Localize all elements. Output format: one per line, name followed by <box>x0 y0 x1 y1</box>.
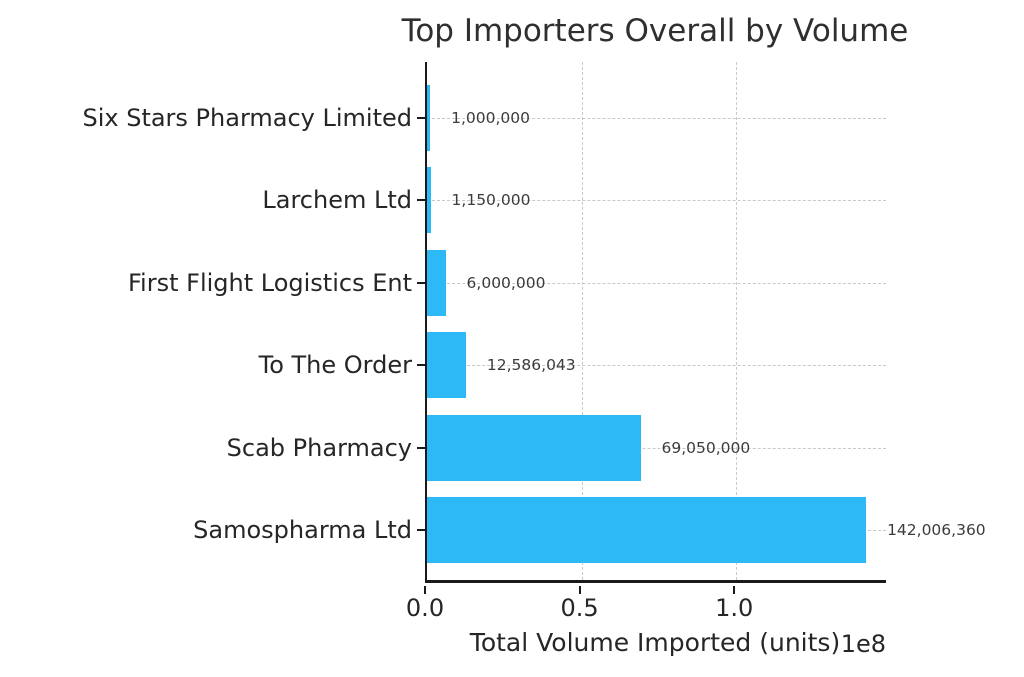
x-gridline <box>581 62 583 580</box>
category-label-six-stars-pharmacy-limited: Six Stars Pharmacy Limited <box>82 104 412 132</box>
x-tick-mark <box>578 586 581 594</box>
x-tick-mark <box>733 586 736 594</box>
category-label-larchem-ltd: Larchem Ltd <box>262 186 412 215</box>
axis-scale-offset-text: 1e8 <box>840 630 886 658</box>
x-gridline <box>736 62 738 580</box>
y-tick-mark <box>417 117 425 119</box>
y-tick-mark <box>417 529 425 531</box>
category-label-first-flight-logistics-ent: First Flight Logistics Ent <box>128 268 412 297</box>
y-gridline <box>427 282 886 284</box>
x-tick-label: 0.0 <box>405 594 445 622</box>
y-gridline <box>427 200 886 202</box>
y-gridline <box>427 118 886 119</box>
chart-title: Top Importers Overall by Volume <box>401 13 909 49</box>
bar-to-the-order <box>427 332 466 399</box>
bar-value-label: 142,006,360 <box>887 521 986 539</box>
bar-value-label: 1,000,000 <box>451 109 530 127</box>
category-label-to-the-order: To The Order <box>258 351 412 380</box>
y-gridline <box>427 447 886 449</box>
y-tick-mark <box>417 364 425 367</box>
plot-area: 1,000,000 1,150,000 6,000,000 12,586,043 69,… <box>425 62 986 583</box>
y-tick-mark <box>417 199 425 202</box>
bar-six-stars-pharmacy-limited <box>427 85 431 151</box>
y-gridline <box>427 365 886 367</box>
category-label-scab-pharmacy: Scab Pharmacy <box>226 433 412 462</box>
x-tick-mark <box>424 586 426 594</box>
bar-scab-pharmacy <box>427 414 641 481</box>
bar-value-label: 1,150,000 <box>451 191 531 210</box>
x-axis-label: Total Volume Imported (units) <box>469 628 841 657</box>
y-tick-mark <box>417 446 425 449</box>
category-label-samospharma-ltd: Samospharma Ltd <box>193 516 412 544</box>
bar-samospharma-ltd <box>427 497 867 563</box>
bar-value-label: 69,050,000 <box>661 438 751 457</box>
y-tick-mark <box>417 281 425 284</box>
bar-value-label: 6,000,000 <box>466 273 546 292</box>
x-tick-label: 0.5 <box>560 594 599 622</box>
bar-larchem-ltd <box>427 167 431 234</box>
bar-first-flight-logistics-ent <box>427 249 446 316</box>
bar-value-label: 12,586,043 <box>486 356 576 375</box>
x-tick-label: 1.0 <box>715 594 754 622</box>
